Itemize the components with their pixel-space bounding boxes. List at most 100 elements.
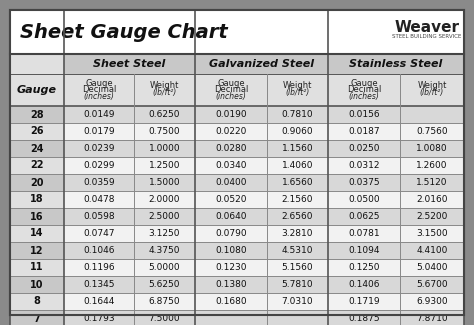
Text: 1.0000: 1.0000	[149, 144, 180, 153]
Bar	[10, 106, 64, 123]
Bar	[195, 293, 328, 310]
Text: 2.0160: 2.0160	[416, 195, 448, 204]
Text: 0.0220: 0.0220	[215, 127, 246, 136]
Text: 0.0239: 0.0239	[83, 144, 115, 153]
Text: 0.0340: 0.0340	[215, 161, 247, 170]
Text: (lb/ft²): (lb/ft²)	[152, 88, 177, 98]
Text: 0.0299: 0.0299	[83, 161, 115, 170]
Text: 0.1793: 0.1793	[83, 314, 115, 323]
Bar	[10, 259, 64, 276]
Text: 2.6560: 2.6560	[282, 212, 313, 221]
Bar	[328, 208, 464, 225]
Text: 0.0156: 0.0156	[348, 110, 380, 119]
Text: 1.1560: 1.1560	[282, 144, 313, 153]
Text: 0.1345: 0.1345	[83, 280, 115, 289]
Text: 0.1046: 0.1046	[83, 246, 115, 255]
Text: 0.1094: 0.1094	[348, 246, 380, 255]
Text: 0.1644: 0.1644	[83, 297, 115, 306]
Bar	[64, 174, 195, 191]
Text: 12: 12	[30, 245, 44, 255]
Text: 2.0000: 2.0000	[149, 195, 180, 204]
Text: 0.0375: 0.0375	[348, 178, 380, 187]
Bar	[328, 54, 464, 74]
Text: Gauge: Gauge	[217, 79, 245, 87]
Bar	[328, 74, 464, 106]
Text: 4.3750: 4.3750	[149, 246, 180, 255]
Text: 0.1875: 0.1875	[348, 314, 380, 323]
Bar	[195, 157, 328, 174]
Text: 0.0500: 0.0500	[348, 195, 380, 204]
Bar	[195, 310, 328, 325]
Text: 20: 20	[30, 177, 44, 188]
Text: 1.2600: 1.2600	[416, 161, 448, 170]
Bar	[10, 10, 464, 54]
Text: Galvanized Steel: Galvanized Steel	[209, 59, 314, 69]
Text: 0.1080: 0.1080	[215, 246, 247, 255]
Text: Decimal: Decimal	[214, 84, 248, 94]
Bar	[64, 259, 195, 276]
Bar	[195, 54, 328, 74]
Bar	[328, 123, 464, 140]
Bar	[195, 123, 328, 140]
Bar	[328, 293, 464, 310]
Text: Weight: Weight	[417, 82, 447, 90]
Text: 7.0310: 7.0310	[282, 297, 313, 306]
Text: 7: 7	[34, 314, 40, 323]
Text: 0.1406: 0.1406	[348, 280, 380, 289]
Bar	[64, 276, 195, 293]
Text: Gauge: Gauge	[17, 85, 57, 95]
Bar	[328, 174, 464, 191]
Bar	[328, 191, 464, 208]
Bar	[64, 74, 195, 106]
Text: 0.1380: 0.1380	[215, 280, 247, 289]
Text: 1.0080: 1.0080	[416, 144, 448, 153]
Text: 7.8710: 7.8710	[416, 314, 448, 323]
Text: 0.0478: 0.0478	[83, 195, 115, 204]
Text: 18: 18	[30, 194, 44, 204]
Text: 0.0640: 0.0640	[215, 212, 247, 221]
Bar	[64, 225, 195, 242]
Bar	[328, 140, 464, 157]
Text: 0.0747: 0.0747	[83, 229, 115, 238]
Text: 1.5000: 1.5000	[149, 178, 180, 187]
Bar	[195, 74, 328, 106]
Text: 8: 8	[34, 296, 40, 306]
Bar	[195, 276, 328, 293]
Text: Sheet Gauge Chart: Sheet Gauge Chart	[20, 22, 228, 42]
Bar	[64, 310, 195, 325]
Text: 11: 11	[30, 263, 44, 272]
Text: 7.5000: 7.5000	[149, 314, 180, 323]
Text: 0.0250: 0.0250	[348, 144, 380, 153]
Bar	[64, 208, 195, 225]
Text: 1.5120: 1.5120	[416, 178, 448, 187]
Text: (inches): (inches)	[348, 92, 380, 100]
Text: Decimal: Decimal	[82, 84, 116, 94]
Text: 0.0280: 0.0280	[215, 144, 247, 153]
Bar	[328, 225, 464, 242]
Bar	[64, 106, 195, 123]
Text: 0.0598: 0.0598	[83, 212, 115, 221]
Text: STEEL BUILDING SERVICE: STEEL BUILDING SERVICE	[392, 34, 462, 40]
Text: 0.1250: 0.1250	[348, 263, 380, 272]
Text: 1.2500: 1.2500	[149, 161, 180, 170]
Bar	[195, 208, 328, 225]
Text: 5.0400: 5.0400	[416, 263, 448, 272]
Text: 1.6560: 1.6560	[282, 178, 313, 187]
Bar	[328, 259, 464, 276]
Text: Gauge: Gauge	[350, 79, 378, 87]
Bar	[195, 225, 328, 242]
Text: 0.7560: 0.7560	[416, 127, 448, 136]
Bar	[64, 123, 195, 140]
Text: 28: 28	[30, 110, 44, 120]
Text: 6.9300: 6.9300	[416, 297, 448, 306]
Text: 5.6250: 5.6250	[149, 280, 180, 289]
Text: 0.0190: 0.0190	[215, 110, 247, 119]
Bar	[328, 242, 464, 259]
Text: Weaver: Weaver	[394, 20, 459, 35]
Text: (lb/ft²): (lb/ft²)	[420, 88, 444, 98]
Text: 0.0187: 0.0187	[348, 127, 380, 136]
Text: 16: 16	[30, 212, 44, 222]
Bar	[195, 106, 328, 123]
Bar	[10, 276, 64, 293]
Text: 0.0359: 0.0359	[83, 178, 115, 187]
